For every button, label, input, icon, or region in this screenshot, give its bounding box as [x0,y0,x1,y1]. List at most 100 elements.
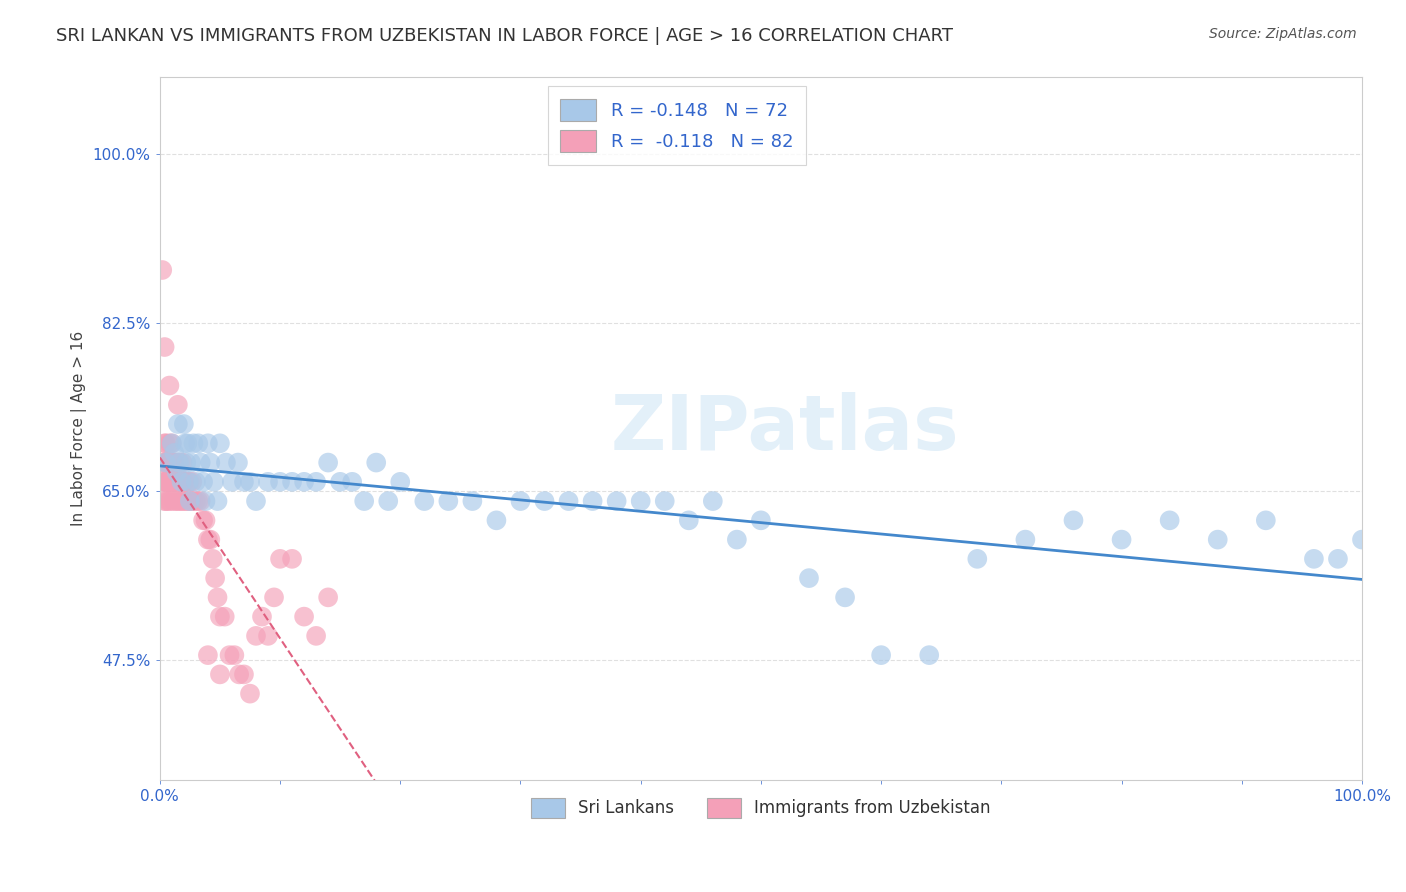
Point [214,609,236,624]
Point [152,456,174,470]
Point [316,591,339,605]
Point [155,494,177,508]
Point [1303,552,1326,566]
Point [150,475,173,489]
Point [316,456,339,470]
Point [204,571,226,585]
Point [152,475,174,489]
Point [191,475,214,489]
Point [170,475,193,489]
Point [155,436,177,450]
Point [239,475,262,489]
Point [263,591,285,605]
Point [156,475,179,489]
Point [165,456,187,470]
Point [207,591,229,605]
Point [180,456,202,470]
Point [172,456,194,470]
Point [153,340,176,354]
Point [155,456,177,470]
Point [228,667,250,681]
Point [173,475,195,489]
Point [557,494,579,508]
Point [160,475,183,489]
Point [184,494,207,508]
Point [257,475,280,489]
Point [437,494,460,508]
Point [1111,533,1133,547]
Point [1014,533,1036,547]
Point [208,436,231,450]
Point [181,475,204,489]
Point [292,475,315,489]
Point [169,456,191,470]
Point [170,475,193,489]
Point [173,494,195,508]
Point [366,456,388,470]
Point [184,475,207,489]
Text: Source: ZipAtlas.com: Source: ZipAtlas.com [1209,27,1357,41]
Point [226,456,249,470]
Text: SRI LANKAN VS IMMIGRANTS FROM UZBEKISTAN IN LABOR FORCE | AGE > 16 CORRELATION C: SRI LANKAN VS IMMIGRANTS FROM UZBEKISTAN… [56,27,953,45]
Point [389,475,412,489]
Point [305,475,328,489]
Point [166,398,188,412]
Point [1327,552,1350,566]
Point [194,494,217,508]
Point [157,494,180,508]
Point [1254,513,1277,527]
Point [155,475,177,489]
Point [174,475,197,489]
Point [163,456,186,470]
Point [678,513,700,527]
Point [200,456,222,470]
Point [166,417,188,431]
Point [269,475,291,489]
Point [918,648,941,662]
Point [180,494,202,508]
Point [169,475,191,489]
Point [163,475,186,489]
Point [257,629,280,643]
Point [834,591,856,605]
Point [233,475,256,489]
Y-axis label: In Labor Force | Age > 16: In Labor Force | Age > 16 [72,331,87,526]
Point [377,494,399,508]
Point [155,456,177,470]
Point [166,456,188,470]
Point [172,475,194,489]
Point [176,475,198,489]
Point [159,475,181,489]
Legend: Sri Lankans, Immigrants from Uzbekistan: Sri Lankans, Immigrants from Uzbekistan [524,791,997,825]
Point [292,609,315,624]
Point [153,456,176,470]
Point [191,513,214,527]
Point [167,475,190,489]
Point [157,475,180,489]
Point [170,494,193,508]
Point [461,494,484,508]
Point [150,263,173,277]
Point [166,475,188,489]
Point [160,475,183,489]
Point [1159,513,1181,527]
Point [167,494,190,508]
Point [159,475,181,489]
Point [340,475,363,489]
Point [179,494,201,508]
Point [176,436,198,450]
Point [1351,533,1374,547]
Point [239,687,262,701]
Point [197,648,219,662]
Point [305,629,328,643]
Point [159,475,181,489]
Point [190,456,212,470]
Point [194,513,217,527]
Point [177,475,200,489]
Point [159,456,181,470]
Point [221,475,243,489]
Point [245,629,267,643]
Point [173,417,195,431]
Point [245,494,267,508]
Point [485,513,508,527]
